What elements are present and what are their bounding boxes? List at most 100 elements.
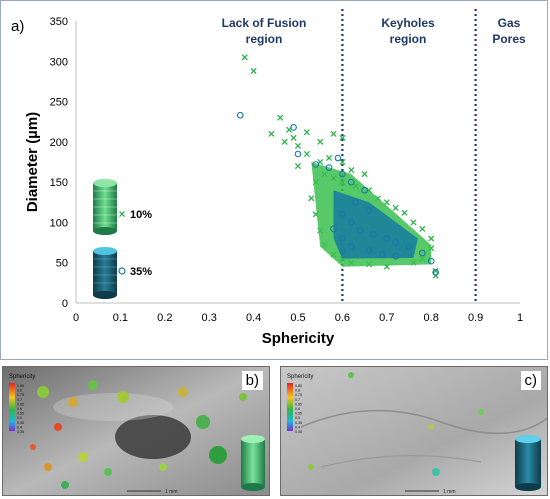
data-point-35-percent bbox=[347, 243, 355, 250]
region-label-keyholes-line2: region bbox=[390, 32, 427, 46]
colorbar-tick-label: 0.75 bbox=[17, 393, 24, 397]
dense-cluster-35-percent bbox=[333, 190, 418, 259]
x-tick-label: 0.9 bbox=[468, 312, 483, 324]
x-tick-label: 0.8 bbox=[424, 312, 439, 324]
x-tick-label: 1 bbox=[517, 312, 523, 324]
colorbar-tick-label: 0.55 bbox=[17, 412, 24, 416]
data-point-10-percent bbox=[290, 134, 297, 141]
pore-blobs bbox=[30, 380, 247, 489]
colorbar-tick-label: 0.7 bbox=[17, 398, 22, 402]
data-point-35-percent bbox=[418, 249, 426, 257]
data-point-35-percent bbox=[361, 186, 368, 194]
pore-render-b-image: Sphericity 0.850.80.750.70.650.60.550.50… bbox=[3, 367, 269, 495]
data-point-10-percent bbox=[250, 67, 257, 75]
data-point-35-percent bbox=[370, 231, 377, 238]
colorbar-tick-label: 0.85 bbox=[17, 384, 24, 388]
cylinder-35-percent-icon bbox=[93, 247, 117, 299]
x-tick-labels: 0 0.1 0.2 0.3 0.4 0.5 0.6 0.7 0.8 0.9 1 bbox=[73, 312, 523, 324]
panel-label-c: c) bbox=[520, 371, 541, 390]
data-point-35-percent bbox=[392, 252, 400, 260]
y-tick-label: 350 bbox=[50, 16, 68, 28]
colorbar-tick-label: 0.35 bbox=[295, 430, 302, 434]
y-tick-label: 0 bbox=[62, 298, 68, 310]
panel-b-pore-rendering: Sphericity 0.85 0.8 0.75 0.7 0.65 0.6 0.55 0.5 0… bbox=[2, 366, 270, 496]
data-point-35-percent bbox=[365, 206, 373, 214]
scalebar-c-label: 1 mm bbox=[443, 489, 456, 495]
x-tick-label: 0 bbox=[73, 312, 79, 324]
data-point-10-percent bbox=[308, 195, 315, 202]
x-tick-label: 0.3 bbox=[202, 312, 217, 324]
x-tick-label: 0.6 bbox=[335, 312, 350, 324]
y-tick-label: 250 bbox=[50, 97, 68, 109]
x-tick-label: 0.7 bbox=[379, 312, 394, 324]
data-point-35-percent bbox=[339, 235, 346, 242]
y-axis-label: Diameter (µm) bbox=[24, 112, 41, 212]
cylinder-10-percent-icon bbox=[93, 179, 117, 235]
data-point-10-percent bbox=[401, 209, 408, 216]
data-point-35-percent bbox=[379, 251, 386, 259]
colorbar-tick-label: 0.55 bbox=[295, 412, 302, 416]
legend-marker-35-percent bbox=[118, 267, 126, 275]
x-tick-label: 0.5 bbox=[290, 312, 305, 324]
colorbar-tick-label: 0.45 bbox=[17, 421, 24, 425]
colorbar-tick-label: 0.6 bbox=[17, 407, 22, 411]
data-point-35-percent bbox=[325, 164, 333, 171]
panel-label-b: b) bbox=[241, 371, 263, 390]
pore-blobs-c bbox=[308, 372, 484, 476]
region-label-lack-of-fusion-line2: region bbox=[246, 32, 283, 46]
data-point-35-percent bbox=[432, 269, 439, 276]
colorbar-tick-label: 0.4 bbox=[17, 425, 22, 429]
data-point-10-percent bbox=[317, 138, 324, 145]
data-point-35-percent bbox=[330, 225, 337, 233]
data-point-10-percent bbox=[303, 129, 310, 136]
data-point-10-percent bbox=[294, 162, 302, 170]
data-point-10-percent bbox=[383, 199, 390, 206]
data-point-35-percent bbox=[405, 243, 413, 250]
scalebar-b-label: 1 mm bbox=[165, 489, 178, 495]
data-point-10-percent bbox=[241, 54, 248, 61]
x-tick-label: 0.1 bbox=[113, 312, 128, 324]
data-point-35-percent bbox=[339, 211, 346, 218]
data-point-35-percent bbox=[334, 154, 342, 162]
data-point-10-percent bbox=[432, 267, 439, 274]
y-tick-label: 150 bbox=[50, 177, 68, 189]
scatter-chart: a) Lack of Fusion region Keyholes region… bbox=[11, 9, 526, 347]
data-point-35-percent bbox=[365, 247, 373, 254]
data-point-10-percent bbox=[339, 134, 346, 141]
data-point-10-percent bbox=[326, 154, 333, 162]
colorbar-tick-label: 0.75 bbox=[295, 393, 302, 397]
legend: × 10% 35% bbox=[93, 179, 152, 299]
colorbar-tick-label: 0.8 bbox=[17, 389, 22, 393]
region-label-keyholes-line1: Keyholes bbox=[381, 16, 435, 30]
y-tick-label: 100 bbox=[50, 217, 68, 229]
data-point-10-percent bbox=[361, 171, 368, 178]
colorbar-tick-label: 0.65 bbox=[17, 402, 24, 406]
colorbar-tick-label: 0.5 bbox=[17, 416, 22, 420]
region-label-lack-of-fusion-line1: Lack of Fusion bbox=[222, 16, 307, 30]
colorbar-tick-label: 0.35 bbox=[17, 430, 24, 434]
data-point-35-percent bbox=[352, 198, 360, 206]
y-tick-label: 200 bbox=[50, 137, 68, 149]
data-point-10-percent bbox=[392, 204, 399, 211]
legend-label-10-percent: 10% bbox=[130, 209, 152, 221]
data-point-10-percent bbox=[281, 138, 288, 145]
data-point-35-percent bbox=[427, 257, 435, 265]
data-point-35-percent bbox=[356, 227, 364, 234]
colorbar-tick-label: 0.85 bbox=[295, 384, 302, 388]
data-point-10-percent bbox=[330, 130, 337, 137]
data-point-10-percent bbox=[339, 158, 346, 166]
colorbar-tick-label: 0.45 bbox=[295, 421, 302, 425]
data-point-35-percent bbox=[290, 124, 297, 131]
colorbar-c: Sphericity 0.850.80.750.70.650.60.550.50… bbox=[287, 374, 313, 434]
cylinder-icon-b bbox=[241, 435, 265, 491]
x-tick-label: 0.2 bbox=[157, 312, 172, 324]
data-point-10-percent bbox=[419, 225, 426, 232]
cylinder-icon-c bbox=[515, 435, 541, 491]
data-point-35-percent bbox=[339, 247, 346, 254]
data-points bbox=[236, 54, 439, 279]
colorbar-tick-label: 0.8 bbox=[295, 389, 300, 393]
region-label-gas-pores-line2: Pores bbox=[492, 32, 526, 46]
data-point-35-percent bbox=[347, 178, 355, 186]
colorbar-tick-label: 0.5 bbox=[295, 416, 300, 420]
data-point-35-percent bbox=[294, 150, 302, 158]
